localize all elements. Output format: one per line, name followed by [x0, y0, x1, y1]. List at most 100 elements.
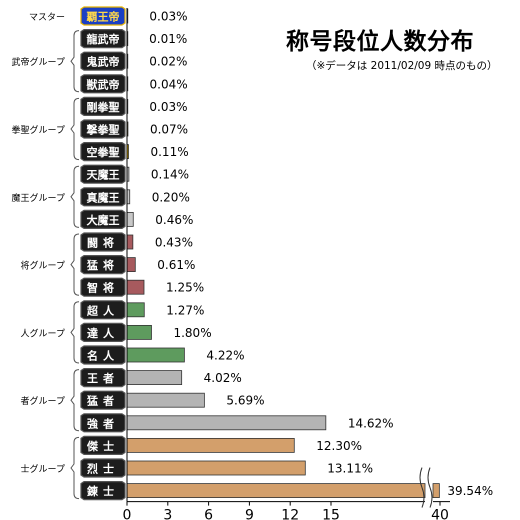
- emblem-text-rank-6: 撃拳聖: [87, 123, 120, 137]
- group-bracket-1: [70, 30, 80, 93]
- emblem-badge-master: [80, 6, 126, 26]
- chart-title: 称号段位人数分布: [286, 29, 474, 55]
- emblem-text-rank-9: 真魔王: [87, 190, 120, 204]
- bar-rank-18: [126, 392, 205, 408]
- emblem-badge-rank-9: [80, 187, 126, 207]
- x-tick-label-40: 40: [431, 508, 449, 520]
- emblem-badge-rank-3: [80, 51, 126, 71]
- value-label-rank-2: 0.01%: [149, 32, 187, 46]
- emblem-badge-rank-18: [80, 390, 126, 410]
- emblem-badge-rank-12: [80, 255, 126, 275]
- emblem-text-rank-19: 強者: [87, 416, 119, 430]
- emblem-text-rank-13: 智将: [87, 281, 119, 295]
- group-bracket-2: [70, 97, 80, 161]
- emblem-text-rank-10: 大魔王: [87, 213, 120, 227]
- value-label-rank-6: 0.07%: [150, 123, 188, 137]
- axis-break-mark-0: [419, 467, 425, 508]
- axis-break-mark-1: [427, 467, 433, 508]
- group-label-1: 武帝グループ: [12, 56, 65, 68]
- group-bracket-5: [70, 301, 80, 364]
- emblem-text-rank-3: 鬼武帝: [87, 55, 120, 69]
- group-bracket-6: [70, 369, 80, 432]
- bar-rank-22-segment-a: [126, 483, 426, 499]
- emblem-badge-rank-21: [80, 458, 126, 478]
- group-label-0: マスター: [29, 12, 65, 23]
- emblem-badge-rank-2: [80, 29, 126, 49]
- bar-rank-20: [126, 437, 295, 453]
- emblem-badge-rank-19: [80, 413, 126, 433]
- emblem-badge-rank-5: [80, 96, 126, 116]
- value-label-rank-18: 5.69%: [226, 394, 264, 408]
- group-label-7: 士グループ: [21, 463, 65, 475]
- x-tick-label-0: 0: [123, 508, 132, 520]
- emblem-badge-rank-13: [80, 277, 126, 297]
- value-label-rank-12: 0.61%: [157, 258, 195, 272]
- emblem-text-rank-18: 猛者: [86, 394, 119, 408]
- emblem-badge-rank-14: [80, 300, 126, 320]
- emblem-text-rank-2: 龍武帝: [87, 32, 120, 46]
- emblem-text-rank-14: 超人: [86, 303, 119, 317]
- group-label-3: 魔王グループ: [12, 192, 65, 204]
- emblem-badge-rank-8: [80, 164, 126, 184]
- x-tick-label-3: 3: [163, 508, 172, 520]
- emblem-badge-rank-16: [80, 345, 126, 365]
- emblem-text-master: 覇王帝: [87, 10, 120, 24]
- value-label-rank-5: 0.03%: [149, 100, 187, 114]
- bar-rank-19: [126, 415, 327, 431]
- bar-rank-16: [126, 347, 185, 363]
- bar-rank-14: [126, 302, 145, 318]
- bar-rank-15: [126, 324, 152, 340]
- emblem-text-rank-12: 猛将: [86, 258, 119, 272]
- emblem-text-rank-20: 傑士: [86, 439, 119, 453]
- value-label-rank-17: 4.02%: [204, 371, 242, 385]
- bar-rank-17: [126, 370, 183, 386]
- emblem-text-rank-16: 名人: [87, 349, 119, 363]
- value-label-rank-9: 0.20%: [152, 190, 190, 204]
- bar-rank-12: [126, 257, 136, 273]
- emblem-badge-rank-20: [80, 435, 126, 455]
- value-label-rank-13: 1.25%: [166, 281, 204, 295]
- emblem-badge-rank-7: [80, 142, 126, 162]
- emblem-text-rank-4: 獣武帝: [87, 77, 120, 91]
- emblem-badge-rank-22: [80, 481, 126, 501]
- emblem-text-rank-7: 空拳聖: [87, 145, 120, 159]
- value-label-rank-16: 4.22%: [206, 349, 244, 363]
- value-label-rank-21: 13.11%: [327, 462, 373, 476]
- emblem-badge-rank-15: [80, 322, 126, 342]
- group-label-5: 人グループ: [21, 327, 65, 339]
- value-label-rank-19: 14.62%: [348, 416, 394, 430]
- chart-subtitle: （※データは 2011/02/09 時点のもの）: [306, 60, 498, 72]
- value-label-rank-15: 1.80%: [173, 326, 211, 340]
- emblem-text-rank-5: 剛拳聖: [87, 100, 120, 114]
- value-label-rank-11: 0.43%: [155, 236, 193, 250]
- bar-rank-13: [126, 279, 145, 295]
- emblem-text-rank-15: 達人: [87, 326, 119, 340]
- x-tick-label-15: 15: [322, 508, 340, 520]
- emblem-badge-rank-11: [80, 232, 126, 252]
- value-label-rank-3: 0.02%: [149, 55, 187, 69]
- value-label-rank-22: 39.54%: [447, 484, 493, 498]
- x-tick-label-12: 12: [281, 508, 299, 520]
- value-label-rank-7: 0.11%: [150, 145, 188, 159]
- group-bracket-3: [70, 165, 80, 228]
- value-label-rank-8: 0.14%: [151, 168, 189, 182]
- x-tick-label-6: 6: [204, 508, 213, 520]
- emblem-text-rank-11: 闘将: [87, 236, 119, 250]
- bar-rank-11: [126, 234, 134, 250]
- emblem-badge-rank-17: [80, 368, 126, 388]
- value-label-rank-10: 0.46%: [155, 213, 193, 227]
- value-label-rank-20: 12.30%: [316, 439, 362, 453]
- value-label-rank-14: 1.27%: [166, 303, 204, 317]
- emblem-text-rank-17: 王者: [87, 371, 119, 385]
- group-label-6: 者グループ: [21, 395, 65, 407]
- emblem-badge-rank-6: [80, 119, 126, 139]
- emblem-text-rank-22: 錬士: [87, 484, 119, 498]
- bar-rank-22-segment-b: [432, 483, 440, 499]
- x-tick-label-9: 9: [245, 508, 254, 520]
- group-label-2: 拳聖グループ: [12, 124, 65, 136]
- value-label-master: 0.03%: [149, 10, 187, 24]
- emblem-badge-rank-10: [80, 209, 126, 229]
- emblem-text-rank-8: 天魔王: [87, 168, 120, 182]
- group-bracket-4: [70, 233, 80, 296]
